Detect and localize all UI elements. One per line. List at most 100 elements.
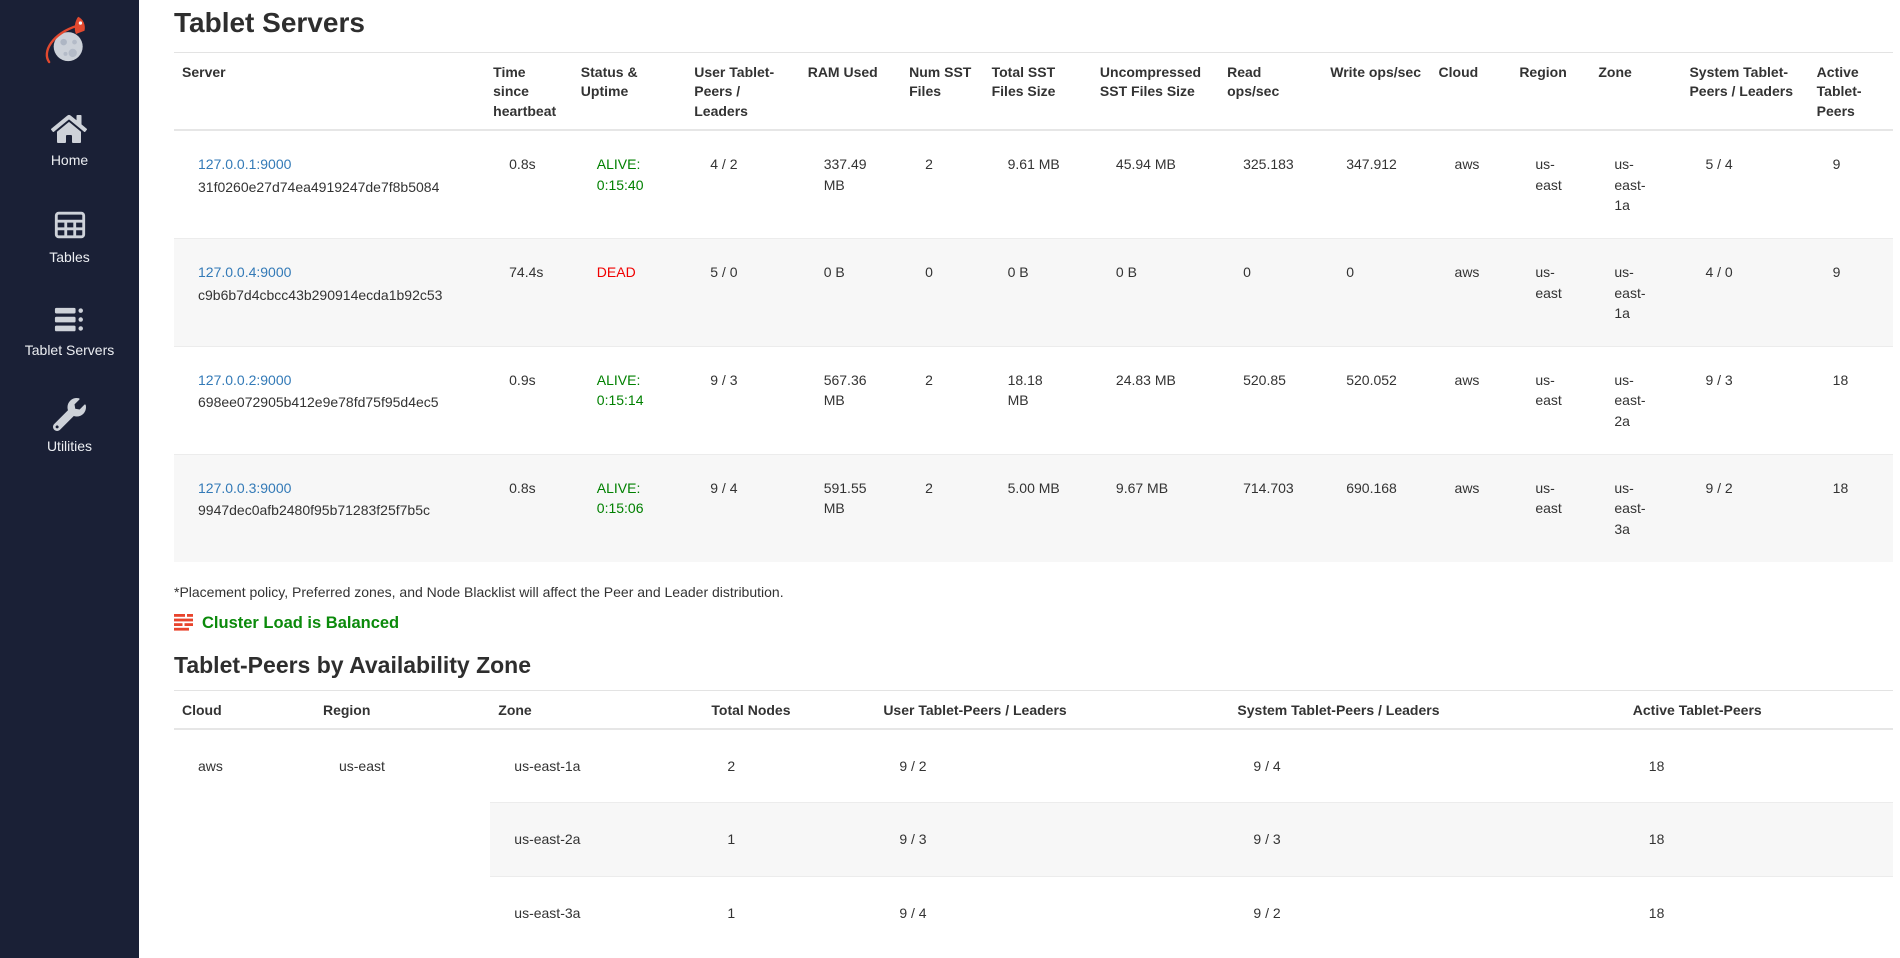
server-address-link[interactable]: 127.0.0.4:9000 bbox=[198, 264, 292, 281]
sidebar-item-tablet-servers[interactable]: Tablet Servers bbox=[25, 305, 114, 358]
column-header-1: Time since heartbeat bbox=[485, 51, 573, 132]
cell-user-peers: 9 / 3 bbox=[875, 802, 1230, 877]
column-header-0: Cloud bbox=[174, 689, 315, 731]
server-address-link[interactable]: 127.0.0.1:9000 bbox=[198, 156, 292, 173]
cell-user-peers: 9 / 4 bbox=[875, 875, 1230, 950]
cell-write-ops: 347.912 bbox=[1322, 129, 1431, 239]
cell-total-sst-size: 0 B bbox=[983, 238, 1092, 347]
cell-uncompressed-sst-size: 0 B bbox=[1091, 238, 1220, 347]
column-header-5: Num SST Files bbox=[901, 51, 984, 132]
cell-status: ALIVE: 0:15:06 bbox=[572, 454, 687, 562]
cell-user-peers: 9 / 4 bbox=[686, 454, 800, 562]
column-header-13: System Tablet-Peers / Leaders bbox=[1681, 51, 1809, 132]
cell-zone: us-east-1a bbox=[490, 728, 704, 803]
column-header-14: Active Tablet-Peers bbox=[1808, 51, 1893, 132]
home-icon bbox=[51, 113, 88, 145]
column-header-2: Status & Uptime bbox=[572, 51, 687, 132]
cell-system-peers: 9 / 3 bbox=[1681, 346, 1809, 455]
cell-heartbeat: 74.4s bbox=[485, 238, 573, 347]
cell-server: 127.0.0.3:9000 9947dec0afb2480f95b71283f2… bbox=[174, 454, 486, 562]
cell-system-peers: 9 / 2 bbox=[1681, 454, 1809, 562]
sidebar: Home Tables Tablet Servers bbox=[0, 0, 139, 958]
column-header-0: Server bbox=[174, 51, 486, 132]
cell-status: ALIVE: 0:15:14 bbox=[572, 346, 687, 455]
cell-uncompressed-sst-size: 45.94 MB bbox=[1091, 129, 1220, 239]
cell-zone: us-east-2a bbox=[490, 802, 704, 877]
column-header-4: RAM Used bbox=[799, 51, 902, 132]
cell-active-peers: 9 bbox=[1808, 129, 1893, 239]
cell-cloud: aws bbox=[1430, 346, 1512, 455]
server-uuid: 9947dec0afb2480f95b71283f25f7b5c bbox=[198, 502, 430, 519]
cell-read-ops: 0 bbox=[1219, 238, 1323, 347]
status-alive: ALIVE: 0:15:40 bbox=[596, 156, 644, 193]
server-address-link[interactable]: 127.0.0.2:9000 bbox=[198, 372, 292, 389]
server-row: 127.0.0.2:9000 698ee072905b412e9e78fd75f9… bbox=[174, 346, 1893, 455]
server-row: 127.0.0.4:9000 c9b6b7d4cbcc43b290914ecda1… bbox=[174, 238, 1893, 347]
cell-ram-used: 591.55 MB bbox=[799, 454, 902, 562]
cell-total-nodes: 1 bbox=[703, 875, 876, 950]
column-header-9: Write ops/sec bbox=[1322, 51, 1431, 132]
cell-num-sst-files: 2 bbox=[901, 346, 984, 455]
utilities-icon bbox=[53, 398, 86, 432]
cell-region: us-east bbox=[1511, 238, 1591, 347]
cell-cloud: aws bbox=[1430, 129, 1512, 239]
cell-total-sst-size: 5.00 MB bbox=[983, 454, 1092, 562]
cell-active-peers: 18 bbox=[1808, 346, 1893, 455]
cell-read-ops: 714.703 bbox=[1219, 454, 1323, 562]
cell-zone: us-east-2a bbox=[1590, 346, 1682, 455]
cell-active-peers: 18 bbox=[1624, 875, 1893, 950]
placement-footnote: *Placement policy, Preferred zones, and … bbox=[174, 583, 784, 600]
cell-zone: us-east-3a bbox=[1590, 454, 1682, 562]
cell-system-peers: 5 / 4 bbox=[1681, 129, 1809, 239]
load-balancer-icon bbox=[174, 613, 193, 634]
cell-ram-used: 567.36 MB bbox=[799, 346, 902, 455]
cell-region: us-east bbox=[1511, 129, 1591, 239]
column-header-10: Cloud bbox=[1430, 51, 1512, 132]
column-header-3: User Tablet-Peers / Leaders bbox=[686, 51, 800, 132]
cell-active-peers: 9 bbox=[1808, 238, 1893, 347]
cell-write-ops: 690.168 bbox=[1322, 454, 1431, 562]
cell-ram-used: 0 B bbox=[799, 238, 902, 347]
cell-uncompressed-sst-size: 9.67 MB bbox=[1091, 454, 1220, 562]
cell-read-ops: 520.85 bbox=[1219, 346, 1323, 455]
cell-heartbeat: 0.8s bbox=[485, 454, 573, 562]
server-address-link[interactable]: 127.0.0.3:9000 bbox=[198, 480, 292, 497]
servers-table-head-row: Server Time since heartbeat Status & Uptim… bbox=[174, 51, 1893, 132]
rocket-planet-logo[interactable] bbox=[41, 14, 99, 75]
column-header-5: System Tablet-Peers / Leaders bbox=[1229, 689, 1625, 731]
column-header-12: Zone bbox=[1590, 51, 1682, 132]
column-header-8: Read ops/sec bbox=[1219, 51, 1323, 132]
status-dead: DEAD bbox=[596, 264, 636, 281]
cell-status: ALIVE: 0:15:40 bbox=[572, 129, 687, 239]
sidebar-item-utilities[interactable]: Utilities bbox=[47, 398, 92, 454]
cell-region: us-east bbox=[1511, 454, 1591, 562]
cell-user-peers: 5 / 0 bbox=[686, 238, 800, 347]
cell-write-ops: 520.052 bbox=[1322, 346, 1431, 455]
cell-system-peers: 4 / 0 bbox=[1681, 238, 1809, 347]
server-row: 127.0.0.3:9000 9947dec0afb2480f95b71283f2… bbox=[174, 454, 1893, 562]
cell-cloud: aws bbox=[1430, 238, 1512, 347]
cell-total-nodes: 2 bbox=[703, 728, 876, 803]
cell-heartbeat: 0.8s bbox=[485, 129, 573, 239]
main-content: Tablet Servers Server Time since heartbea… bbox=[139, 0, 1900, 958]
sidebar-item-label: Tablet Servers bbox=[24, 342, 115, 359]
sidebar-item-home[interactable]: Home bbox=[51, 113, 88, 168]
cell-total-sst-size: 18.18 MB bbox=[983, 346, 1092, 455]
status-alive: ALIVE: 0:15:14 bbox=[596, 372, 644, 409]
cell-system-peers: 9 / 3 bbox=[1229, 802, 1625, 877]
server-uuid: 31f0260e27d74ea4919247de7f8b5084 bbox=[198, 178, 440, 195]
servers-table-body: 127.0.0.1:9000 31f0260e27d74ea4919247de7f… bbox=[174, 129, 1893, 562]
server-uuid: 698ee072905b412e9e78fd75f95d4ec5 bbox=[198, 394, 439, 411]
sidebar-item-tables[interactable]: Tables bbox=[49, 208, 90, 266]
cell-server: 127.0.0.1:9000 31f0260e27d74ea4919247de7f… bbox=[174, 129, 486, 239]
cell-user-peers: 9 / 3 bbox=[686, 346, 800, 455]
server-uuid: c9b6b7d4cbcc43b290914ecda1b92c53 bbox=[198, 286, 443, 303]
sidebar-item-label: Utilities bbox=[46, 438, 93, 455]
sidebar-item-label: Tables bbox=[49, 249, 90, 266]
cell-zone: us-east-1a bbox=[1590, 129, 1682, 239]
column-header-4: User Tablet-Peers / Leaders bbox=[875, 689, 1230, 731]
page-title: Tablet Servers bbox=[174, 7, 365, 38]
